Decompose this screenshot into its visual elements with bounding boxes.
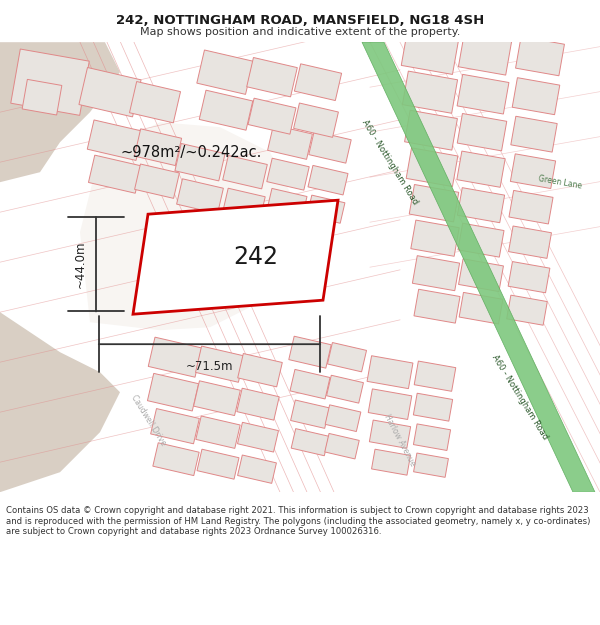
Polygon shape [515, 37, 565, 76]
Polygon shape [238, 354, 282, 387]
Polygon shape [295, 64, 341, 101]
Polygon shape [512, 78, 560, 115]
Polygon shape [291, 429, 329, 456]
Polygon shape [267, 188, 307, 218]
Polygon shape [133, 200, 338, 314]
Polygon shape [22, 79, 62, 115]
Polygon shape [413, 453, 448, 478]
Polygon shape [325, 434, 359, 459]
Polygon shape [309, 131, 351, 163]
Polygon shape [413, 393, 452, 421]
Text: ~44.0m: ~44.0m [74, 241, 86, 288]
Polygon shape [401, 30, 459, 74]
Polygon shape [411, 220, 459, 256]
Polygon shape [290, 400, 329, 428]
Polygon shape [0, 312, 120, 492]
Text: Green Lane: Green Lane [538, 174, 583, 191]
Polygon shape [80, 122, 290, 330]
Polygon shape [134, 164, 179, 198]
Polygon shape [199, 90, 253, 130]
Polygon shape [458, 223, 504, 257]
Polygon shape [368, 389, 412, 419]
Polygon shape [226, 219, 266, 249]
Polygon shape [370, 420, 410, 448]
Polygon shape [414, 289, 460, 323]
Polygon shape [238, 455, 277, 483]
Polygon shape [197, 50, 253, 94]
Polygon shape [509, 191, 553, 224]
Text: A60 - Nottingham Road: A60 - Nottingham Road [360, 118, 420, 206]
Polygon shape [11, 49, 89, 116]
Polygon shape [248, 98, 296, 134]
Polygon shape [459, 292, 503, 324]
Polygon shape [511, 116, 557, 152]
Polygon shape [183, 211, 227, 243]
Polygon shape [268, 125, 313, 159]
Polygon shape [267, 158, 309, 190]
Polygon shape [508, 262, 550, 292]
Text: Harlow Avenue: Harlow Avenue [383, 412, 418, 468]
Text: Caudwell Drive: Caudwell Drive [129, 393, 167, 447]
Polygon shape [362, 42, 595, 492]
Polygon shape [247, 58, 297, 97]
Text: ~71.5m: ~71.5m [186, 359, 233, 372]
Polygon shape [196, 416, 240, 448]
Polygon shape [367, 356, 413, 389]
Polygon shape [371, 449, 410, 475]
Polygon shape [148, 337, 202, 377]
Polygon shape [237, 388, 279, 420]
Polygon shape [506, 295, 547, 325]
Text: A60 - Nottingham Road: A60 - Nottingham Road [490, 353, 550, 441]
Polygon shape [326, 375, 364, 403]
Polygon shape [307, 195, 345, 223]
Polygon shape [406, 148, 458, 186]
Polygon shape [289, 336, 331, 368]
Polygon shape [148, 373, 199, 411]
Polygon shape [509, 226, 551, 258]
Polygon shape [403, 71, 458, 113]
Polygon shape [130, 81, 181, 123]
Polygon shape [414, 361, 456, 391]
Polygon shape [88, 155, 142, 193]
Text: ~978m²/~0.242ac.: ~978m²/~0.242ac. [120, 144, 262, 159]
Polygon shape [457, 74, 509, 114]
Polygon shape [308, 166, 348, 195]
Text: 242, NOTTINGHAM ROAD, MANSFIELD, NG18 4SH: 242, NOTTINGHAM ROAD, MANSFIELD, NG18 4S… [116, 14, 484, 27]
Polygon shape [409, 184, 459, 222]
Text: 242: 242 [233, 245, 278, 269]
Polygon shape [457, 151, 505, 188]
Polygon shape [404, 110, 457, 150]
Polygon shape [151, 409, 199, 444]
Polygon shape [176, 179, 223, 214]
Polygon shape [293, 103, 338, 138]
Polygon shape [325, 405, 361, 431]
Polygon shape [194, 381, 241, 416]
Polygon shape [457, 114, 507, 151]
Polygon shape [290, 369, 330, 399]
Polygon shape [134, 129, 182, 166]
Polygon shape [87, 120, 143, 161]
Polygon shape [223, 188, 265, 220]
Polygon shape [0, 42, 120, 182]
Polygon shape [328, 342, 367, 372]
Text: Map shows position and indicative extent of the property.: Map shows position and indicative extent… [140, 27, 460, 37]
Polygon shape [511, 154, 556, 189]
Polygon shape [412, 256, 460, 291]
Polygon shape [223, 156, 267, 189]
Polygon shape [196, 346, 244, 382]
Polygon shape [175, 144, 225, 181]
Polygon shape [457, 188, 505, 222]
Polygon shape [197, 449, 239, 479]
Polygon shape [153, 442, 199, 476]
Polygon shape [238, 422, 278, 452]
Text: Contains OS data © Crown copyright and database right 2021. This information is : Contains OS data © Crown copyright and d… [6, 506, 590, 536]
Polygon shape [413, 424, 451, 451]
Polygon shape [458, 259, 503, 291]
Polygon shape [79, 68, 141, 117]
Polygon shape [458, 33, 512, 75]
